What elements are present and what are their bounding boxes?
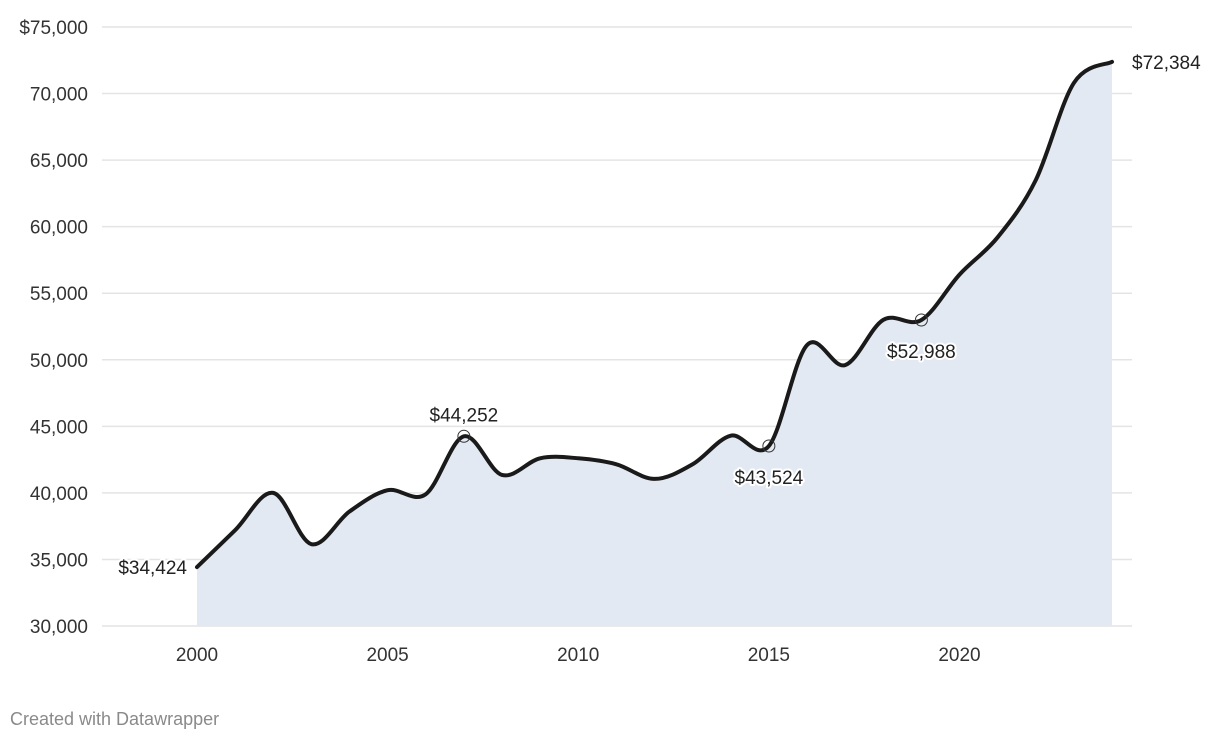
annotations: $34,424 $44,252 $43,524 $52,988 $72,384 xyxy=(116,51,1203,581)
annotation-label: $72,384 xyxy=(1132,53,1201,74)
y-tick-label: 45,000 xyxy=(30,417,88,438)
annotation-label: $52,988 xyxy=(887,342,956,363)
y-axis: 30,000 35,000 40,000 45,000 50,000 55,000 60,0… xyxy=(19,18,88,638)
y-tick-label: 30,000 xyxy=(30,617,88,638)
x-tick-label: 2005 xyxy=(366,645,408,666)
x-axis: 2000 2005 2010 2015 2020 xyxy=(176,645,981,666)
annotation-marker xyxy=(457,429,471,443)
x-tick-label: 2015 xyxy=(748,645,790,666)
y-tick-label: 70,000 xyxy=(30,85,88,106)
x-tick-label: 2010 xyxy=(557,645,599,666)
y-tick-label: 50,000 xyxy=(30,351,88,372)
y-tick-label: 65,000 xyxy=(30,151,88,172)
series-line xyxy=(195,59,1114,570)
annotation-label: $34,424 xyxy=(118,558,187,579)
y-tick-label: 60,000 xyxy=(30,218,88,239)
y-tick-label: 35,000 xyxy=(30,550,88,571)
annotation-label: $43,524 xyxy=(735,468,804,489)
area-fill xyxy=(197,61,1112,627)
x-tick-label: 2000 xyxy=(176,645,218,666)
annotation-marker xyxy=(762,439,776,453)
annotation-label: $44,252 xyxy=(430,405,499,426)
footer-credit: Created with Datawrapper xyxy=(10,709,220,729)
y-tick-label: 55,000 xyxy=(30,284,88,305)
y-tick-label: $75,000 xyxy=(19,18,88,39)
x-tick-label: 2020 xyxy=(938,645,980,666)
y-tick-label: 40,000 xyxy=(30,484,88,505)
annotation-marker xyxy=(914,313,928,327)
